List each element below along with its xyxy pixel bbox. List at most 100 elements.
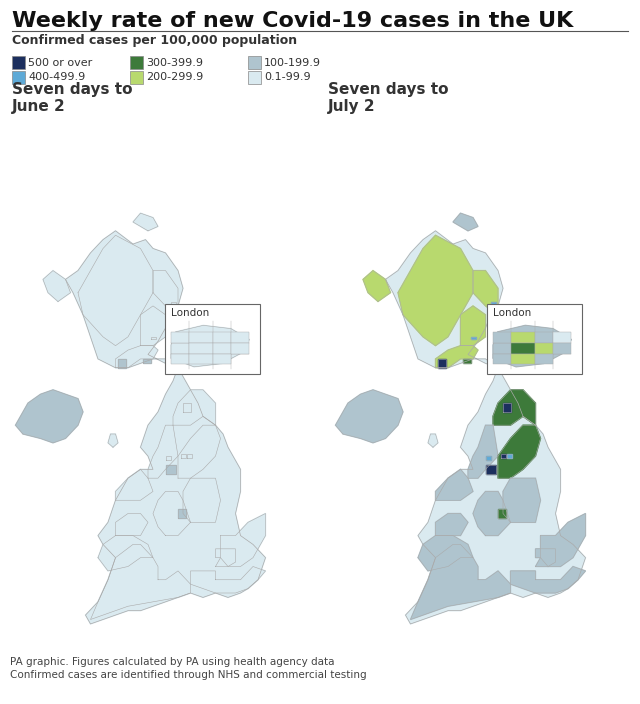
Bar <box>189 343 212 353</box>
Text: 500 or over: 500 or over <box>28 58 92 68</box>
Polygon shape <box>178 425 221 478</box>
Bar <box>493 332 511 343</box>
Polygon shape <box>503 403 511 412</box>
Text: PA graphic. Figures calculated by PA using health agency data: PA graphic. Figures calculated by PA usi… <box>10 657 335 667</box>
Polygon shape <box>216 549 236 567</box>
Polygon shape <box>143 359 150 363</box>
Text: 300-399.9: 300-399.9 <box>146 58 203 68</box>
Polygon shape <box>183 403 191 412</box>
Polygon shape <box>153 491 191 536</box>
Polygon shape <box>428 434 438 447</box>
Polygon shape <box>470 337 476 339</box>
Polygon shape <box>503 478 541 522</box>
Bar <box>189 332 212 343</box>
Bar <box>231 332 250 343</box>
Polygon shape <box>170 301 175 310</box>
Polygon shape <box>15 390 83 443</box>
Polygon shape <box>115 513 148 536</box>
Text: Confirmed cases per 100,000 population: Confirmed cases per 100,000 population <box>12 34 297 47</box>
Polygon shape <box>468 425 498 478</box>
Bar <box>130 56 143 69</box>
Polygon shape <box>435 346 478 367</box>
Polygon shape <box>187 454 192 458</box>
Polygon shape <box>461 306 486 346</box>
Bar <box>231 343 250 353</box>
Polygon shape <box>541 513 586 567</box>
Bar <box>171 353 189 363</box>
Bar <box>493 353 511 363</box>
Polygon shape <box>500 454 506 458</box>
Polygon shape <box>115 470 153 501</box>
Bar <box>12 71 25 84</box>
Polygon shape <box>180 454 186 458</box>
Text: 200-299.9: 200-299.9 <box>146 73 204 82</box>
Polygon shape <box>363 270 390 301</box>
Polygon shape <box>191 567 266 593</box>
Polygon shape <box>108 434 118 447</box>
Polygon shape <box>490 301 495 310</box>
Bar <box>12 56 25 69</box>
Bar <box>130 71 143 84</box>
Polygon shape <box>473 270 498 315</box>
Text: London: London <box>171 308 209 318</box>
Text: Seven days to
July 2: Seven days to July 2 <box>328 82 449 114</box>
Polygon shape <box>507 454 512 458</box>
Polygon shape <box>385 231 503 367</box>
Polygon shape <box>78 235 153 346</box>
Polygon shape <box>463 359 470 363</box>
Bar <box>171 332 189 343</box>
Polygon shape <box>486 456 490 460</box>
Text: 100-199.9: 100-199.9 <box>264 58 321 68</box>
Polygon shape <box>171 325 250 367</box>
Polygon shape <box>435 513 468 536</box>
Polygon shape <box>150 337 156 339</box>
Polygon shape <box>406 367 586 624</box>
Polygon shape <box>173 390 216 425</box>
Polygon shape <box>178 509 186 518</box>
Bar <box>165 304 260 374</box>
Bar <box>511 353 534 363</box>
Polygon shape <box>98 536 153 571</box>
Polygon shape <box>166 465 175 474</box>
Polygon shape <box>493 390 536 425</box>
Bar <box>534 353 553 363</box>
Bar <box>189 353 212 363</box>
Text: London: London <box>493 308 531 318</box>
Polygon shape <box>486 465 495 474</box>
Text: 0.1-99.9: 0.1-99.9 <box>264 73 310 82</box>
Bar <box>553 332 572 343</box>
Bar <box>248 71 261 84</box>
Polygon shape <box>335 390 403 443</box>
Polygon shape <box>453 213 478 231</box>
Bar <box>212 353 231 363</box>
Polygon shape <box>398 235 473 346</box>
Polygon shape <box>498 425 541 478</box>
Text: Seven days to
June 2: Seven days to June 2 <box>12 82 132 114</box>
Bar <box>534 343 553 353</box>
Polygon shape <box>435 470 473 501</box>
Polygon shape <box>493 325 572 367</box>
Text: 400-499.9: 400-499.9 <box>28 73 85 82</box>
Bar <box>248 56 261 69</box>
Bar <box>487 304 582 374</box>
Polygon shape <box>115 346 158 367</box>
Polygon shape <box>221 513 266 567</box>
Polygon shape <box>473 491 511 536</box>
Polygon shape <box>498 509 506 518</box>
Polygon shape <box>536 549 556 567</box>
Bar <box>212 332 231 343</box>
Polygon shape <box>418 536 473 571</box>
Polygon shape <box>86 367 266 624</box>
Polygon shape <box>43 270 70 301</box>
Polygon shape <box>141 306 166 346</box>
Bar <box>511 332 534 343</box>
Polygon shape <box>118 359 125 367</box>
Text: Weekly rate of new Covid-19 cases in the UK: Weekly rate of new Covid-19 cases in the… <box>12 11 573 31</box>
Polygon shape <box>511 567 586 593</box>
Polygon shape <box>183 478 221 522</box>
Polygon shape <box>153 270 178 315</box>
Text: Confirmed cases are identified through NHS and commercial testing: Confirmed cases are identified through N… <box>10 670 367 680</box>
Bar <box>212 343 231 353</box>
Polygon shape <box>166 456 170 460</box>
Bar <box>534 332 553 343</box>
